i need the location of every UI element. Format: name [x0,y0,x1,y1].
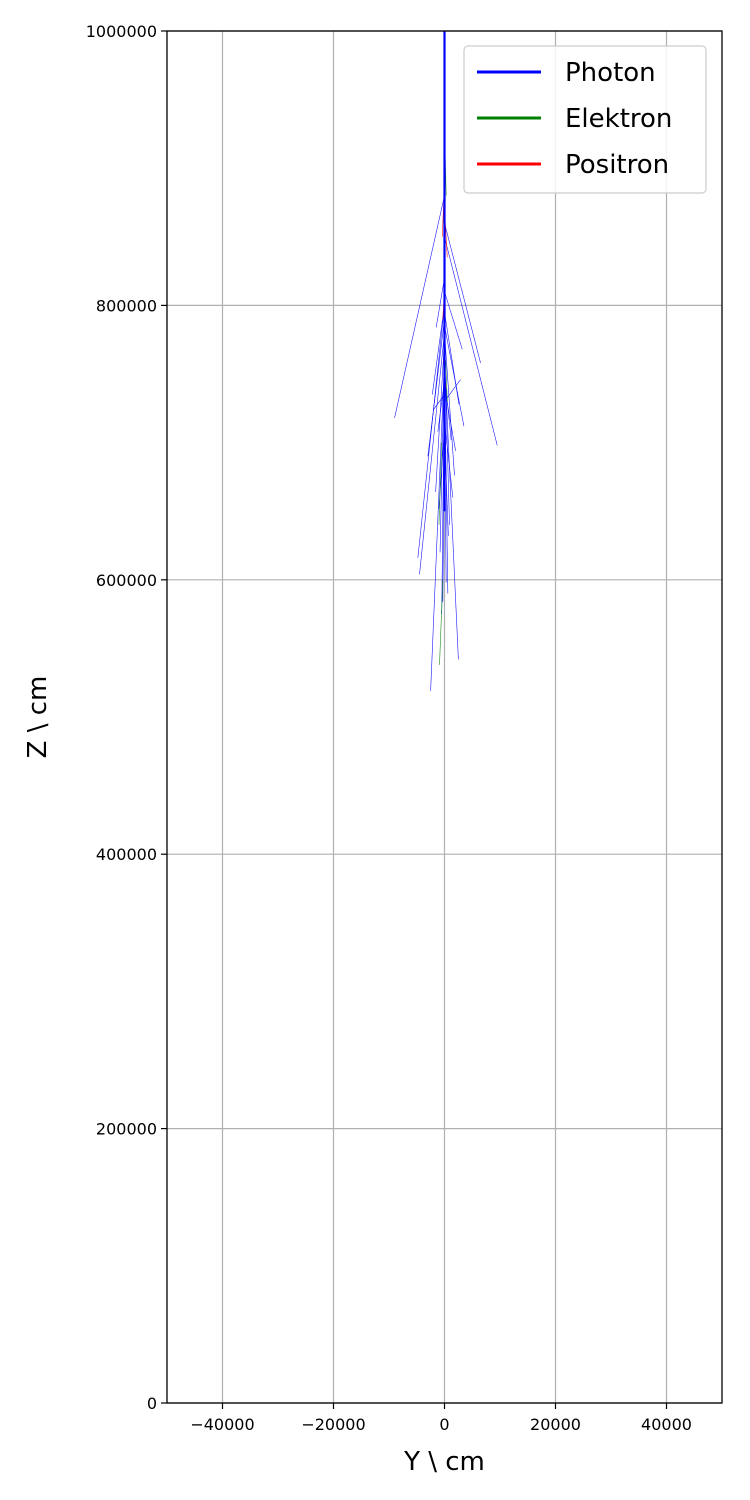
track-segment [433,394,445,410]
track-segment [444,421,454,498]
track-segment [445,360,448,402]
y-tick-label: 400000 [96,845,157,864]
x-tick-label: 20000 [530,1415,581,1434]
track-segment [444,387,456,451]
x-tick-label: −20000 [301,1415,365,1434]
x-tick-label: 0 [439,1415,449,1434]
track-segment [431,305,445,395]
legend-label-elektron: Elektron [565,104,672,134]
y-tick-label: 200000 [96,1120,157,1139]
axis-ticks: −40000 −20000 0 20000 4000002000004000006000… [86,22,692,1434]
legend-label-positron: Positron [565,150,669,180]
track-segment [394,195,445,418]
legend: Photon Elektron Positron [463,45,707,194]
legend-label-photon: Photon [565,58,656,88]
track-segment [444,325,465,427]
track-segment [435,277,445,328]
track-segment [444,236,498,446]
track-segment [444,223,481,364]
track-segment [444,291,463,350]
track-segment [444,360,459,660]
track-segment [427,319,445,457]
track-segment [419,332,445,575]
y-axis-title: Z \ cm [23,676,53,759]
track-segment [437,380,445,432]
x-tick-label: 40000 [641,1415,692,1434]
x-tick-label: −40000 [190,1415,254,1434]
series-lines [394,31,498,691]
track-segment [438,442,443,525]
y-tick-label: 600000 [96,571,157,590]
track-segment [444,332,455,476]
x-axis-title: Y \ cm [403,1447,485,1477]
track-segment [417,305,445,558]
y-tick-label: 1000000 [86,22,157,41]
legend-box [463,45,707,194]
y-tick-label: 800000 [96,296,157,315]
track-segment [439,579,444,665]
y-tick-label: 0 [147,1394,157,1413]
track-segment [430,360,445,691]
